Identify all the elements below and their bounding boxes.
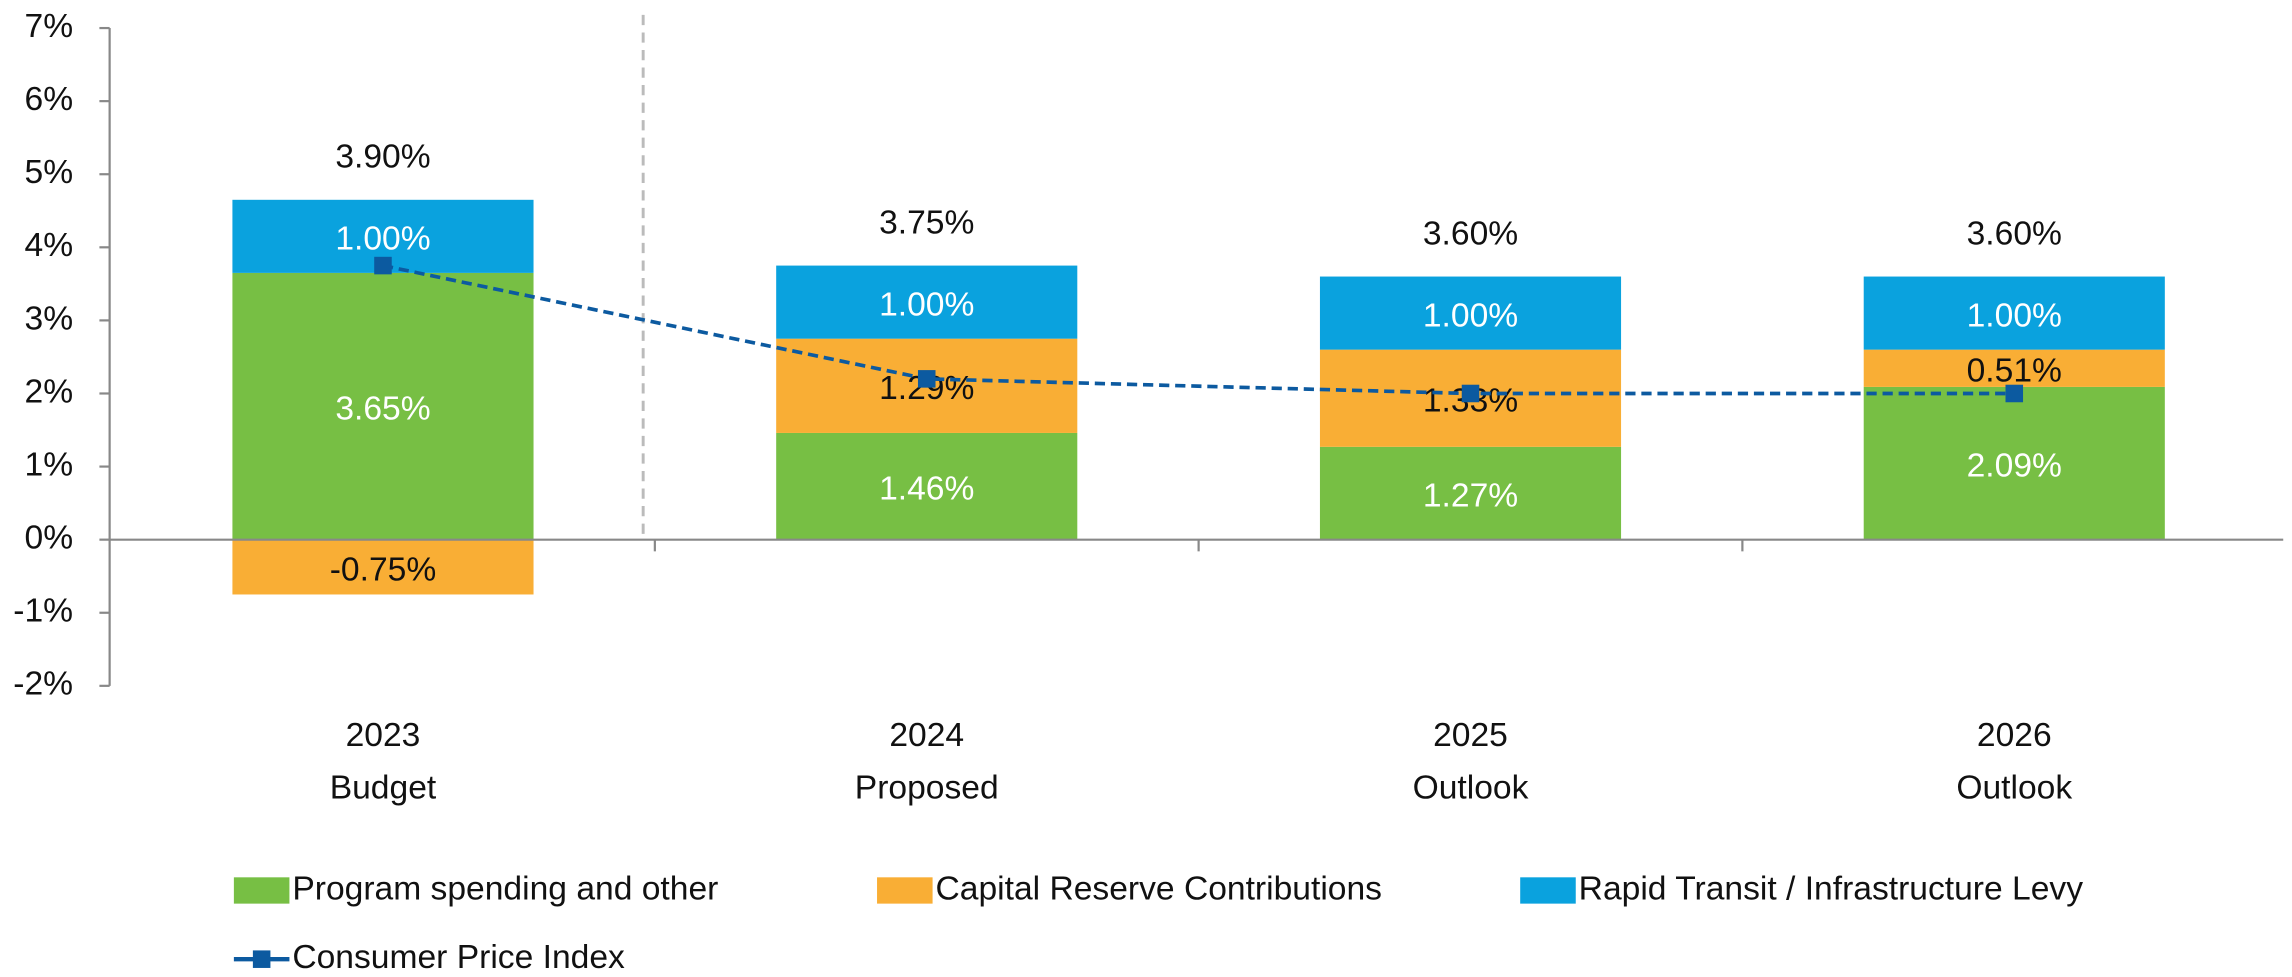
bar-segment xyxy=(1863,386,2165,540)
x-tick-label: Outlook xyxy=(1956,769,2072,806)
legend-swatch xyxy=(1520,877,1576,904)
bar-segment xyxy=(1863,276,2165,350)
y-tick-label: -1% xyxy=(13,593,73,630)
y-tick-label: 6% xyxy=(25,81,74,118)
line xyxy=(382,263,2015,396)
total-label: 3.60% xyxy=(1423,215,1518,252)
data-label: 2.09% xyxy=(1967,448,2062,485)
y-tick-label: 5% xyxy=(25,154,74,191)
total-label: 3.75% xyxy=(879,205,974,242)
x-tick-label: 2026 xyxy=(1977,717,2052,754)
line-marker xyxy=(2005,384,2024,403)
legend-label: Rapid Transit / Infrastructure Levy xyxy=(1579,870,2084,907)
x-tick-label: 2023 xyxy=(346,717,421,754)
y-tick-label: 1% xyxy=(25,446,74,483)
data-label: 1.00% xyxy=(879,286,974,323)
y-tick-label: 7% xyxy=(25,8,74,45)
line-marker xyxy=(374,256,392,275)
data-label: 1.00% xyxy=(335,221,430,258)
data-label: 1.46% xyxy=(879,471,974,508)
y-tick-label: 3% xyxy=(25,300,74,337)
data-label: 3.65% xyxy=(335,391,430,428)
x-tick-label: 2024 xyxy=(889,717,964,754)
y-tick-label: 4% xyxy=(25,227,74,264)
data-label: 1.00% xyxy=(1423,297,1518,334)
legend-swatch xyxy=(252,950,271,968)
legend-label: Capital Reserve Contributions xyxy=(936,870,1382,907)
data-label: 1.27% xyxy=(1423,478,1518,515)
bar-segment xyxy=(1319,276,1622,350)
total-label: 3.60% xyxy=(1967,215,2062,252)
x-tick-label: Budget xyxy=(330,769,437,806)
bar-segment xyxy=(1319,446,1622,540)
legend-label: Consumer Price Index xyxy=(292,939,625,976)
legend-swatch xyxy=(877,877,933,904)
y-tick-label: 0% xyxy=(25,520,74,557)
bar-segment xyxy=(776,265,1078,339)
x-tick-label: 2025 xyxy=(1433,717,1508,754)
bar-segment xyxy=(232,272,534,540)
total-label: 3.90% xyxy=(335,139,430,176)
line-marker xyxy=(917,370,936,388)
legend-swatch xyxy=(233,877,290,904)
data-label: 1.00% xyxy=(1967,297,2062,334)
x-tick-label: Outlook xyxy=(1413,769,1529,806)
data-label: 0.51% xyxy=(1967,353,2062,390)
y-tick-label: -2% xyxy=(13,666,73,703)
bar-segment xyxy=(776,432,1078,540)
line-marker xyxy=(1461,384,1480,403)
legend: Program spending and other Capital Reserv… xyxy=(233,870,2084,976)
x-tick-label: Proposed xyxy=(855,769,999,806)
bar-segment xyxy=(1863,349,2165,387)
legend-label: Program spending and other xyxy=(292,870,718,907)
y-tick-label: 2% xyxy=(25,373,74,410)
data-label: -0.75% xyxy=(330,551,437,588)
bar-segment xyxy=(232,539,534,595)
